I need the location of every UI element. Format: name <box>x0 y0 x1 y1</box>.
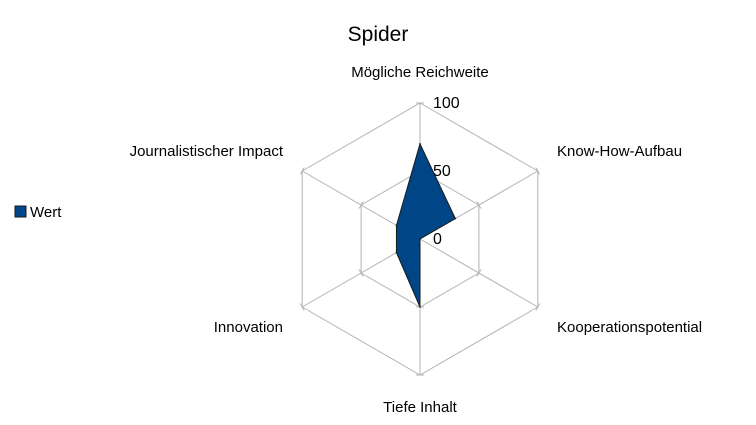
series-layer <box>395 142 457 308</box>
grid-tick-mark <box>299 303 305 311</box>
grid-tick-mark <box>476 201 482 209</box>
legend-swatch <box>14 205 27 218</box>
chart-title: Spider <box>348 23 409 46</box>
axis-labels: Mögliche Reichweite Know-How-Aufbau Kooper… <box>130 64 703 416</box>
grid-tick-mark <box>535 303 541 311</box>
tick-label: 100 <box>433 95 460 112</box>
data-point <box>419 238 421 240</box>
axis-label: Mögliche Reichweite <box>351 64 489 81</box>
tick-label: 50 <box>433 163 451 180</box>
axis-label: Tiefe Inhalt <box>383 399 457 416</box>
data-point <box>454 217 457 220</box>
grid-tick-mark <box>535 167 541 175</box>
data-point <box>419 306 421 308</box>
axis-label: Know-How-Aufbau <box>557 143 682 160</box>
grid-tick-mark <box>476 269 482 277</box>
axis-label: Journalistischer Impact <box>130 143 284 160</box>
axis-label: Kooperationspotential <box>557 319 702 336</box>
axis-label: Innovation <box>214 319 283 336</box>
legend: Wert <box>14 204 62 221</box>
tick-label: 0 <box>433 231 442 248</box>
grid-tick-mark <box>358 269 364 277</box>
data-point <box>395 224 398 227</box>
tick-labels: 0 50 100 <box>433 95 460 248</box>
grid-tick-mark <box>299 167 305 175</box>
data-point <box>395 251 398 254</box>
grid-tick-mark <box>358 201 364 209</box>
data-point <box>419 143 421 145</box>
legend-label: Wert <box>30 204 62 221</box>
